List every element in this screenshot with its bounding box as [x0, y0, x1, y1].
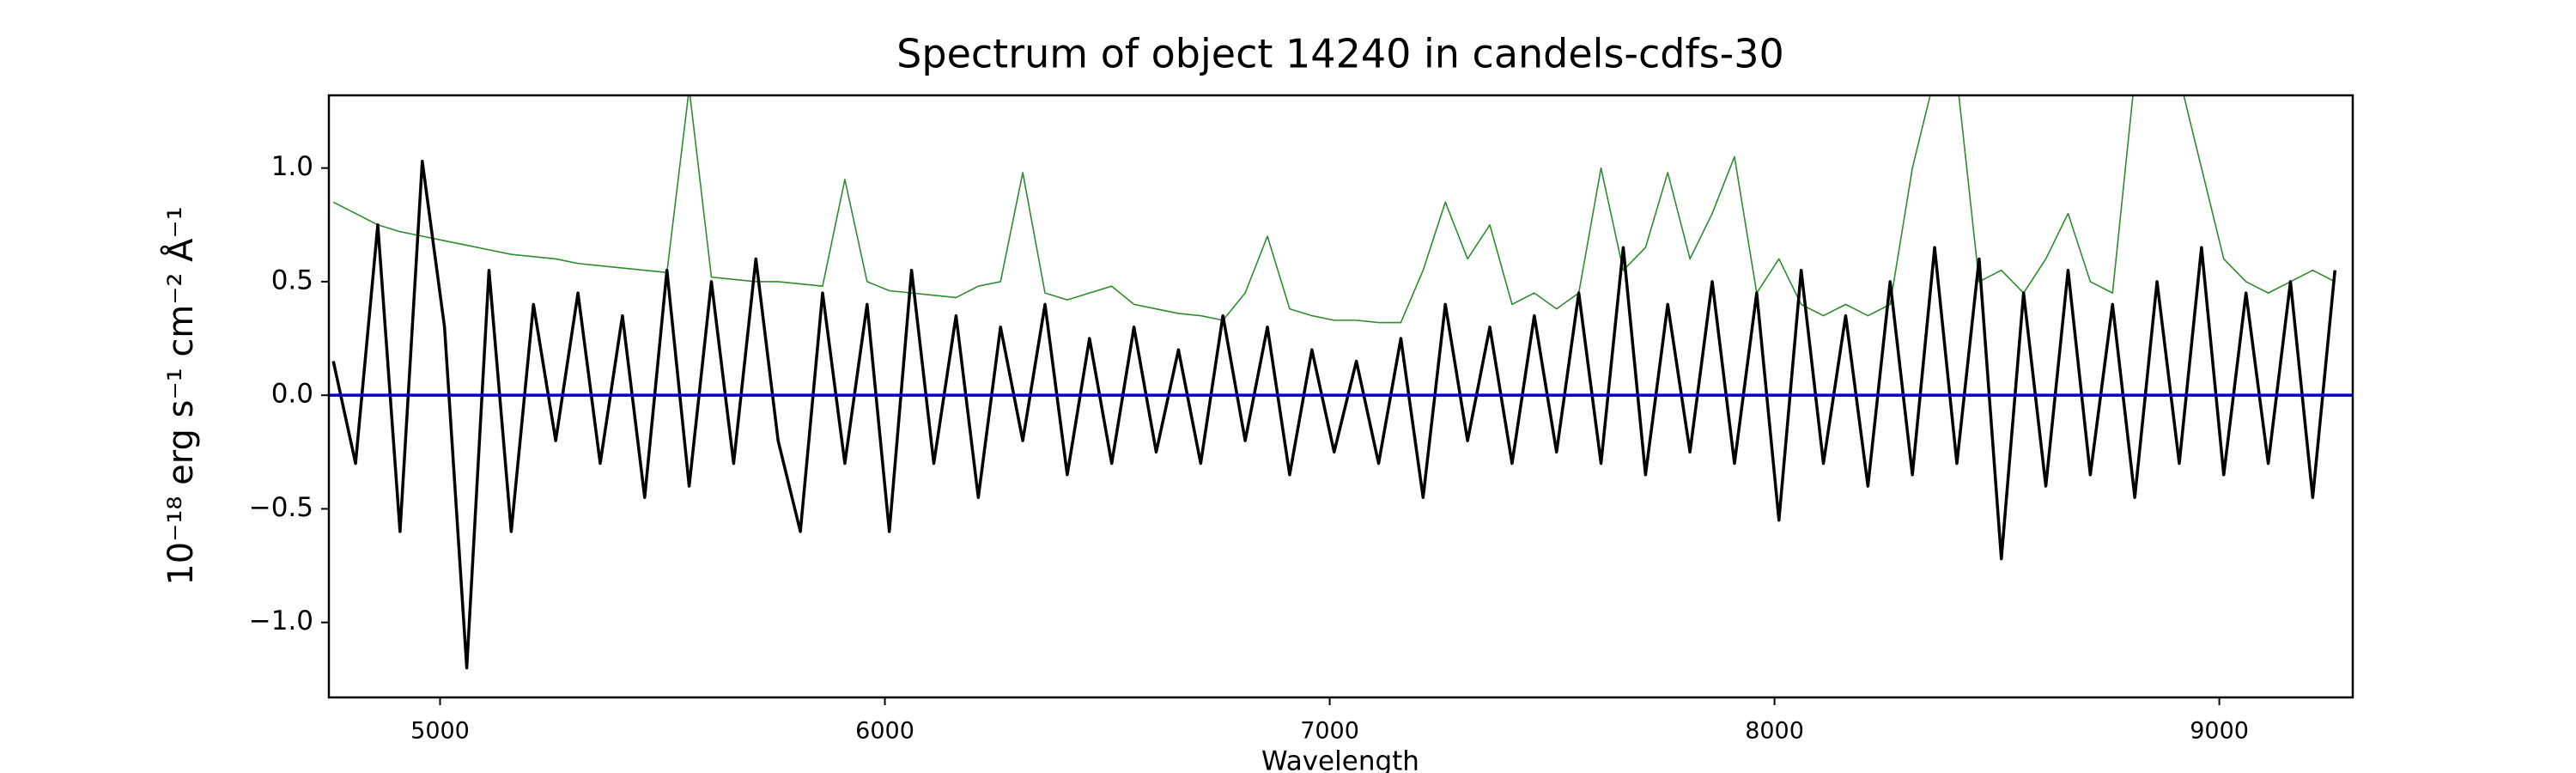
y-tick-label: −1.0 — [249, 606, 313, 636]
y-axis-label: 10⁻¹⁸ erg s⁻¹ cm⁻² Å⁻¹ — [160, 206, 201, 585]
x-axis-label: Wavelength — [1261, 746, 1419, 773]
y-tick-label: 1.0 — [271, 151, 313, 182]
series-line — [331, 159, 2337, 670]
y-tick-label: −0.5 — [249, 492, 313, 523]
x-tick-label: 5000 — [410, 718, 470, 745]
x-tick-label: 7000 — [1300, 718, 1359, 745]
x-tick-label: 8000 — [1745, 718, 1804, 745]
plot-frame — [327, 94, 2354, 699]
chart-title: Spectrum of object 14240 in candels-cdfs… — [896, 31, 1784, 77]
x-tick-label: 9000 — [2190, 718, 2249, 745]
series-line — [332, 95, 2336, 324]
x-tick-label: 6000 — [855, 718, 914, 745]
y-tick-label: 0.5 — [271, 265, 313, 295]
plot-area — [329, 95, 2353, 670]
y-tick-label: 0.0 — [271, 379, 313, 410]
